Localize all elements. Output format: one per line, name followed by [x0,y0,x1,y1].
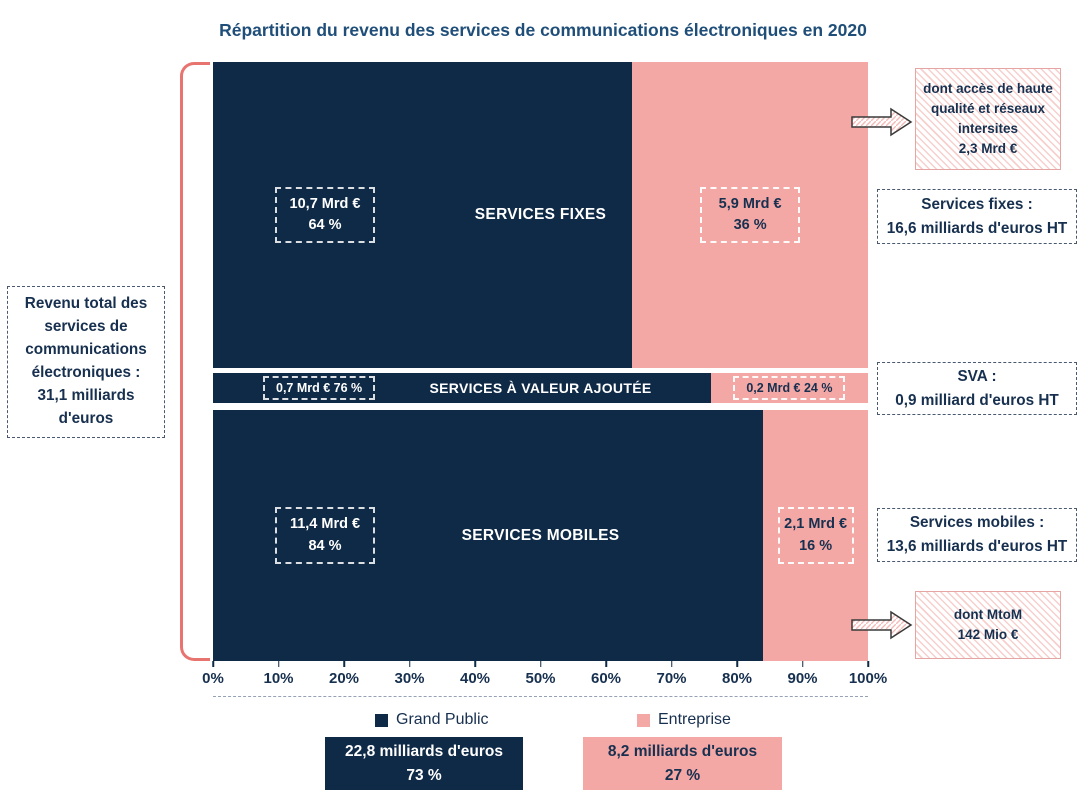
value-box-sva-entreprise: 0,2 Mrd € 24 % [733,376,846,400]
total-percent: 73 % [406,766,442,784]
value-percent: 16 % [799,537,833,554]
value-label: 0,2 Mrd € 24 % [746,381,833,395]
x-axis-tick [212,661,214,667]
x-axis-tick-label: 30% [394,670,425,687]
legend-label: Entreprise [658,711,731,728]
x-axis: 0% 10% 20% 30% 40% 50% 60% 70% 80% 90% 100% [202,661,887,701]
plot-area: 10,7 Mrd € 64 % 5,9 Mrd € 36 % SERVICES … [202,62,887,697]
fixes-total-box: Services fixes : 16,6 milliards d'euros … [877,189,1077,244]
x-axis-tick [736,661,738,667]
x-axis-tick [277,661,280,667]
value-amount: 5,9 Mrd € [718,195,782,212]
total-bracket [180,62,210,661]
segment-fixes-entreprise: 5,9 Mrd € 36 % [632,62,868,368]
value-box-fixes-grand-public: 10,7 Mrd € 64 % [275,186,375,244]
note-line: 0,9 milliard d'euros HT [895,391,1059,409]
axis-underline [213,696,868,697]
x-axis-tick-label: 80% [721,670,753,687]
note-line: communications [25,341,147,359]
callout-line: 2,3 Mrd € [958,141,1018,157]
x-axis-tick-label: 50% [525,670,556,687]
note-line: Services fixes : [921,195,1033,213]
x-axis-tick [539,661,542,667]
note-line: 31,1 milliards [37,386,135,404]
x-axis-tick [408,661,411,667]
x-axis-tick-label: 10% [263,670,294,687]
fixes-callout-box: dont accès de haute qualité et réseaux i… [915,68,1061,170]
x-axis-tick [605,661,607,667]
segment-sva-entreprise: 0,2 Mrd € 24 % [710,373,868,403]
callout-arrow-icon [851,610,913,640]
value-amount: 10,7 Mrd € [289,195,361,212]
callout-line: 142 Mio € [957,627,1019,642]
callout-line: dont accès de haute [923,80,1053,96]
note-line: 13,6 milliards d'euros HT [886,538,1068,555]
total-revenue-note: Revenu total des services de communicati… [7,286,165,438]
value-label: 0,7 Mrd € 76 % [276,381,363,395]
x-axis-tick [670,661,673,667]
total-grand-public-box: 22,8 milliards d'euros 73 % [325,737,523,790]
sva-total-box: SVA : 0,9 milliard d'euros HT [877,362,1077,415]
note-line: d'euros [58,409,114,427]
value-box-mobiles-grand-public: 11,4 Mrd € 84 % [275,507,375,564]
chart-title: Répartition du revenu des services de co… [219,20,867,40]
legend-swatch-entreprise [637,713,650,727]
mtom-callout-box: dont MtoM 142 Mio € [915,591,1061,659]
segment-mobiles-entreprise: 2,1 Mrd € 16 % [763,410,868,661]
x-axis-tick-label: 100% [848,670,888,687]
x-axis-tick [343,661,345,667]
value-box-sva-grand-public: 0,7 Mrd € 76 % [263,376,376,400]
note-line: 16,6 milliards d'euros HT [886,219,1068,237]
x-axis-tick-label: 20% [328,670,360,687]
value-percent: 84 % [308,537,342,554]
x-axis-tick [867,661,869,667]
value-percent: 64 % [308,217,342,233]
legend-item-entreprise: Entreprise [637,711,731,729]
callout-arrow-icon [851,107,913,137]
callout-line: dont MtoM [953,606,1023,622]
value-box-fixes-entreprise: 5,9 Mrd € 36 % [700,186,801,244]
note-line: Revenu total des [24,295,148,313]
note-line: électroniques : [31,364,141,381]
value-percent: 36 % [733,217,767,233]
bar-services-fixes: 10,7 Mrd € 64 % 5,9 Mrd € 36 % SERVICES … [213,62,868,368]
bar-services-valeur-ajoutee: 0,7 Mrd € 76 % 0,2 Mrd € 24 % SERVICES À… [213,373,868,403]
value-amount: 11,4 Mrd € [289,516,361,533]
segment-mobiles-grand-public: 11,4 Mrd € 84 % [213,410,764,661]
x-axis-tick [474,661,476,667]
x-axis-tick-label: 90% [787,670,818,687]
segment-sva-grand-public: 0,7 Mrd € 76 % [213,373,711,403]
legend-label: Grand Public [396,711,489,728]
note-line: Services mobiles : [909,514,1045,532]
mobiles-total-box: Services mobiles : 13,6 milliards d'euro… [877,508,1077,562]
callout-line: qualité et réseaux [930,100,1046,116]
total-entreprise-box: 8,2 milliards d'euros 27 % [583,737,782,790]
value-amount: 2,1 Mrd € [784,516,848,533]
total-amount: 22,8 milliards d'euros [345,743,503,761]
legend-item-grand-public: Grand Public [375,711,489,729]
legend-swatch-grand-public [375,713,388,727]
x-axis-tick-label: 40% [459,670,491,687]
callout-line: intersites [957,121,1019,136]
segment-fixes-grand-public: 10,7 Mrd € 64 % [213,62,633,368]
x-axis-tick-label: 70% [656,670,687,687]
total-amount: 8,2 milliards d'euros [607,743,758,761]
value-box-mobiles-entreprise: 2,1 Mrd € 16 % [777,507,854,564]
x-axis-tick-label: 60% [590,670,622,687]
total-percent: 27 % [664,766,701,784]
note-line: services de [44,318,128,336]
x-axis-tick-label: 0% [202,670,224,687]
bar-services-mobiles: 11,4 Mrd € 84 % 2,1 Mrd € 16 % SERVICES … [213,410,868,661]
x-axis-tick [801,661,804,667]
note-line: SVA : [957,367,997,385]
